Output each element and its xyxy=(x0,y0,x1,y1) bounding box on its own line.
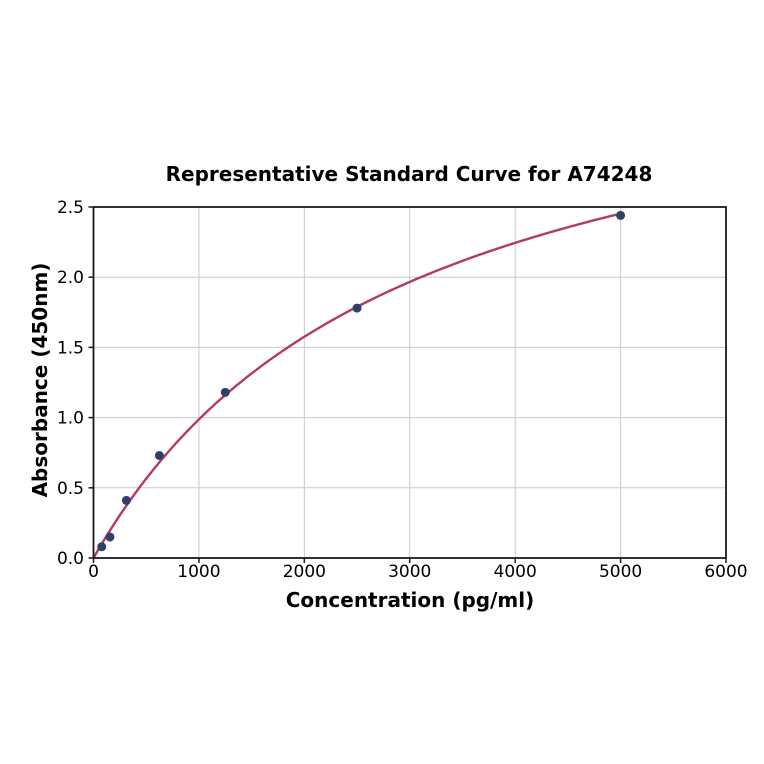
fit-curve xyxy=(92,212,622,560)
x-tick-label: 5000 xyxy=(599,562,642,582)
data-point-marker xyxy=(220,387,230,397)
x-tick-label: 1000 xyxy=(177,562,220,582)
x-tick-label: 0 xyxy=(88,562,99,582)
x-tick-label: 4000 xyxy=(494,562,537,582)
data-point-marker xyxy=(97,542,107,552)
data-point-marker xyxy=(616,210,626,220)
data-point-marker xyxy=(105,532,115,542)
y-tick-label: 1.0 xyxy=(57,409,84,429)
y-tick-label: 1.5 xyxy=(57,338,84,358)
data-point-marker xyxy=(121,495,131,505)
chart-title: Representative Standard Curve for A74248 xyxy=(165,162,653,186)
y-tick-label: 2.0 xyxy=(57,268,84,288)
y-tick-label: 2.5 xyxy=(57,198,84,218)
x-tick-label: 2000 xyxy=(283,562,326,582)
x-axis-label: Concentration (pg/ml) xyxy=(285,588,535,612)
data-point-marker xyxy=(154,451,164,461)
y-tick-label: 0.5 xyxy=(57,479,84,499)
data-point-marker xyxy=(352,303,362,313)
x-tick-label: 6000 xyxy=(704,562,747,582)
x-tick-label: 3000 xyxy=(388,562,431,582)
y-tick-label: 0.0 xyxy=(57,549,84,569)
